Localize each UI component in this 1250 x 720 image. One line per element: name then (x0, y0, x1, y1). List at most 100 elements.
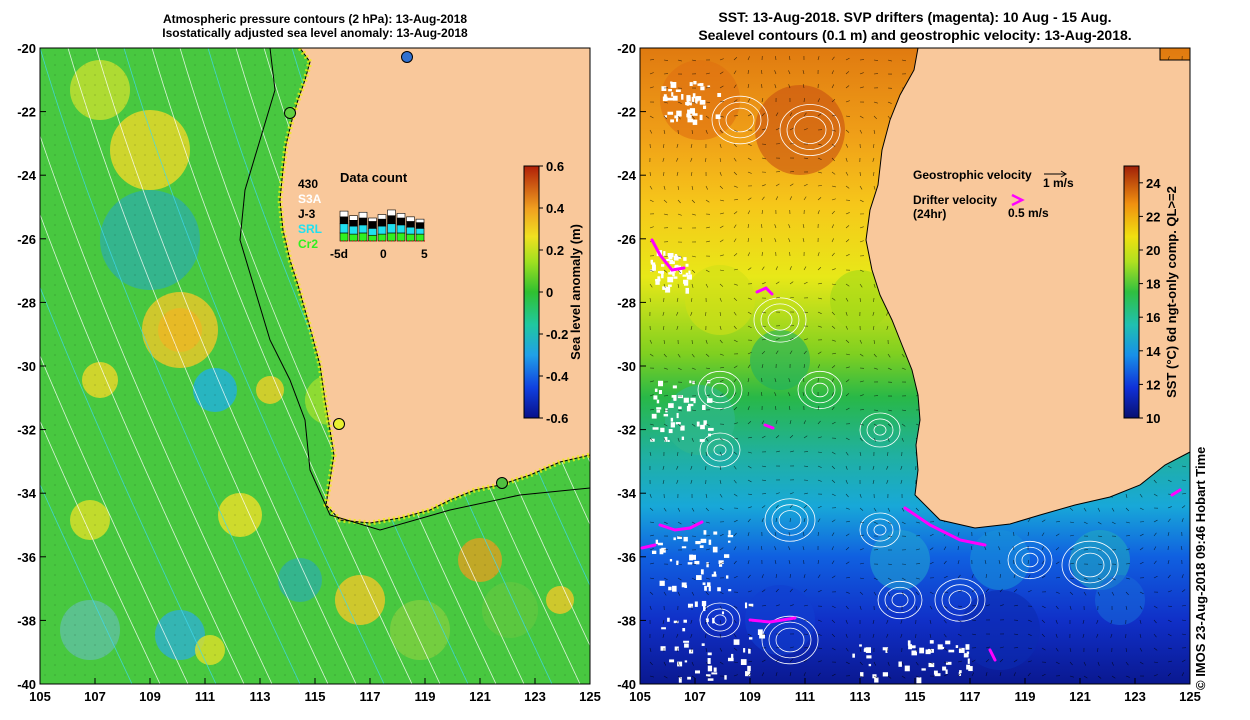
velocity-arrow (803, 574, 806, 579)
latitude-label: -28 (17, 295, 36, 310)
velocity-arrow (677, 661, 680, 666)
velocity-arrow (1125, 591, 1129, 596)
velocity-arrow (845, 576, 850, 579)
data-count-bar-segment (387, 232, 396, 242)
cloud-mask-speck (868, 663, 872, 667)
velocity-arrow (985, 574, 988, 579)
velocity-arrow (817, 560, 819, 565)
sea-level-contour (778, 510, 802, 530)
velocity-arrow (705, 605, 708, 610)
velocity-arrow (845, 479, 848, 484)
cloud-mask-speck (712, 546, 718, 553)
cloud-mask-speck (695, 97, 698, 104)
velocity-arrow (957, 532, 960, 537)
velocity-arrow (663, 367, 668, 370)
velocity-arrow (817, 619, 822, 622)
velocity-arrow (1055, 605, 1059, 610)
velocity-arrow (901, 423, 906, 427)
velocity-arrow (789, 56, 791, 61)
cloud-mask-speck (747, 665, 751, 672)
sst-map (640, 48, 1190, 684)
velocity-arrow (761, 435, 766, 439)
cloud-mask-speck (717, 92, 722, 97)
velocity-arrow (873, 507, 877, 512)
cloud-mask-speck (689, 380, 692, 384)
velocity-arrow (690, 465, 693, 470)
velocity-arrow (662, 619, 665, 624)
velocity-arrow (1110, 633, 1113, 638)
sst-colorbar-scale (1123, 165, 1140, 419)
velocity-arrow (1181, 619, 1186, 621)
cloud-mask-speck (683, 257, 687, 261)
tide-gauge-marker[interactable] (333, 418, 345, 430)
sea-level-contour (1075, 552, 1105, 578)
velocity-arrow (887, 535, 893, 537)
sea-level-contour (775, 627, 805, 653)
velocity-arrow (831, 519, 836, 523)
velocity-arrow (733, 575, 738, 579)
velocity-arrow (649, 661, 653, 666)
velocity-arrow (901, 521, 906, 525)
data-count-bar-segment (406, 233, 415, 242)
velocity-arrow (663, 591, 667, 596)
velocity-arrow (705, 353, 710, 357)
velocity-arrow (845, 311, 848, 316)
velocity-arrow (901, 675, 906, 679)
cloud-mask-speck (677, 661, 683, 667)
cloud-mask-speck (673, 394, 677, 401)
velocity-arrow (957, 672, 962, 677)
cloud-mask-speck (682, 274, 687, 277)
sea-level-contour (873, 524, 887, 536)
latitude-label: -40 (617, 677, 636, 692)
velocity-arrow (831, 406, 835, 411)
cloud-mask-speck (703, 420, 707, 426)
velocity-arrow (845, 157, 848, 162)
cloud-mask-speck (718, 564, 723, 567)
velocity-arrow (705, 394, 710, 397)
tide-gauge-marker[interactable] (496, 477, 508, 489)
velocity-arrow (663, 507, 667, 512)
velocity-arrow (663, 143, 665, 148)
velocity-arrow (817, 171, 822, 174)
velocity-arrow (859, 409, 864, 411)
velocity-arrow (985, 646, 990, 649)
velocity-arrow (676, 297, 679, 302)
velocity-arrow (747, 493, 752, 496)
velocity-arrow (1055, 619, 1058, 624)
velocity-arrow (1125, 661, 1129, 666)
right-title-line2: Sealevel contours (0.1 m) and geostrophi… (698, 27, 1132, 43)
velocity-arrow (831, 451, 836, 455)
velocity-arrow (719, 100, 724, 103)
velocity-arrow (788, 546, 791, 551)
cloud-mask-speck (704, 585, 707, 591)
velocity-arrow (747, 391, 749, 397)
cloud-mask-speck (908, 644, 912, 650)
velocity-arrow (761, 633, 766, 636)
velocity-arrow (845, 100, 850, 103)
velocity-arrow (733, 171, 738, 176)
cloud-mask-speck (874, 677, 879, 683)
velocity-arrow (872, 619, 875, 624)
velocity-arrow (1013, 604, 1018, 607)
cloud-mask-speck (690, 397, 696, 402)
velocity-arrow (676, 633, 679, 638)
tide-gauge-markers (284, 51, 508, 489)
mission-label-j3: J-3 (298, 207, 316, 221)
cloud-mask-speck (661, 264, 665, 267)
velocity-arrow (789, 450, 794, 453)
cloud-mask-speck (958, 647, 965, 653)
tide-gauge-marker[interactable] (401, 51, 413, 63)
velocity-arrow (943, 560, 947, 565)
velocity-arrow (803, 157, 808, 159)
velocity-arrow (817, 113, 822, 117)
velocity-arrow (747, 98, 751, 103)
cloud-mask-speck (672, 95, 678, 101)
velocity-arrow (677, 115, 681, 120)
sea-level-contour (884, 586, 916, 614)
velocity-arrow (1069, 562, 1074, 565)
cloud-mask-speck (707, 427, 714, 431)
tide-gauge-marker[interactable] (284, 107, 296, 119)
cloud-mask-speck (683, 619, 687, 623)
velocity-arrow (663, 577, 668, 581)
velocity-arrow (943, 674, 948, 677)
